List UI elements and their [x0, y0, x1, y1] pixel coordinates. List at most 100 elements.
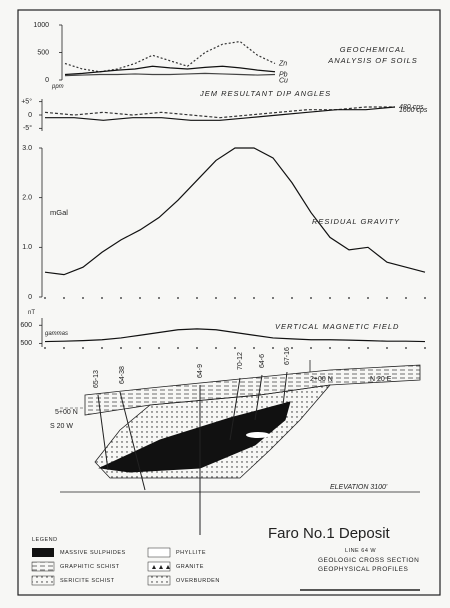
axis-label: ppm [52, 84, 64, 90]
line-series [44, 106, 395, 119]
station [139, 347, 141, 349]
line-series [64, 72, 276, 77]
station [424, 297, 426, 299]
axis-label: mGal [50, 208, 68, 217]
legend-swatches [31, 547, 420, 591]
station [177, 347, 179, 349]
legend-entry: GRANITE [176, 564, 204, 570]
station [291, 297, 293, 299]
y-tick-label: 600 [20, 322, 32, 329]
station [215, 297, 217, 299]
station [386, 347, 388, 349]
hole-label: 65-13 [93, 370, 100, 388]
caption-sub: GEOLOGIC CROSS SECTION [318, 557, 420, 564]
station [139, 297, 141, 299]
line-series [64, 40, 276, 73]
y-tick-label: 0 [28, 112, 32, 119]
y-tick-label: 500 [37, 49, 49, 56]
axis-label: nT [28, 310, 36, 316]
y-tick-label: 1.0 [22, 244, 32, 251]
station [405, 297, 407, 299]
legend-entry: GRAPHITIC SCHIST [60, 564, 120, 570]
station [63, 297, 65, 299]
station [272, 297, 274, 299]
station [424, 347, 426, 349]
section-labels: 65-13 64-38 64-9 70-12 64-6 67-16 5+00 N… [50, 347, 392, 491]
legend-entry: OVERBURDEN [176, 578, 220, 584]
caption-title: Faro No.1 Deposit [268, 525, 390, 542]
chart-title: VERTICAL MAGNETIC FIELD [275, 322, 400, 331]
y-tick-label: 2.0 [22, 195, 32, 202]
y-tick-label: 0 [45, 77, 49, 84]
station [158, 347, 160, 349]
station [272, 347, 274, 349]
station [348, 297, 350, 299]
station [196, 297, 198, 299]
caption-line: LINE 64 W [345, 548, 377, 554]
station [101, 297, 103, 299]
hole-label: 64-6 [259, 354, 266, 368]
hole-label: 70-12 [237, 352, 244, 370]
chart-title: GEOCHEMICAL ANALYSIS OF SOILS [328, 45, 418, 65]
legend-entry: SERICITE SCHIST [60, 578, 115, 584]
legend-entry: MASSIVE SULPHIDES [60, 550, 126, 556]
hole-label: 64-9 [197, 364, 204, 378]
line-series [45, 106, 396, 121]
legend-entry: PHYLLITE [176, 550, 206, 556]
legend-label: Zn [278, 60, 287, 67]
station [63, 347, 65, 349]
chart-title: RESIDUAL GRAVITY [312, 217, 400, 226]
station [158, 297, 160, 299]
station [405, 347, 407, 349]
legend-label: 1600 cps [399, 107, 428, 114]
caption-sub: GEOPHYSICAL PROFILES [318, 566, 409, 573]
station [215, 347, 217, 349]
line-series [64, 65, 276, 76]
legend-label: Cu [279, 77, 288, 84]
station-label: 2+00 N [310, 376, 333, 383]
frame [17, 9, 441, 596]
legend-label: Pb [279, 72, 288, 79]
station [44, 347, 46, 349]
station [234, 347, 236, 349]
station-label: 5+00 N [55, 409, 78, 416]
station [44, 297, 46, 299]
direction-label: S 20 W [50, 423, 73, 430]
line-series [44, 328, 426, 343]
station [386, 297, 388, 299]
direction-label: N 20 E [370, 376, 392, 383]
elevation-label: ELEVATION 3100' [330, 484, 388, 491]
hole-label: 67-16 [284, 347, 291, 365]
station [310, 347, 312, 349]
chart-title: JEM RESULTANT DIP ANGLES [200, 89, 332, 98]
station [348, 347, 350, 349]
line-series [44, 147, 426, 276]
y-tick-label: 500 [20, 340, 32, 347]
hole-label: 64-38 [119, 366, 126, 384]
station [329, 347, 331, 349]
station [82, 297, 84, 299]
cross-section [60, 360, 421, 535]
y-tick-label: 3.0 [22, 145, 32, 152]
station [291, 347, 293, 349]
y-tick-label: -5° [23, 124, 32, 132]
legend-label: 480 cps [399, 104, 424, 111]
station [253, 297, 255, 299]
station [177, 297, 179, 299]
station [329, 297, 331, 299]
station [196, 347, 198, 349]
legend-title: LEGEND [32, 537, 58, 543]
y-tick-label: 1000 [33, 22, 49, 29]
station [367, 347, 369, 349]
station [120, 347, 122, 349]
station [82, 347, 84, 349]
station [120, 297, 122, 299]
station [310, 297, 312, 299]
station [253, 347, 255, 349]
station [367, 297, 369, 299]
y-tick-label: +5° [21, 98, 32, 106]
axis-label: gammas [45, 331, 69, 337]
station [101, 347, 103, 349]
